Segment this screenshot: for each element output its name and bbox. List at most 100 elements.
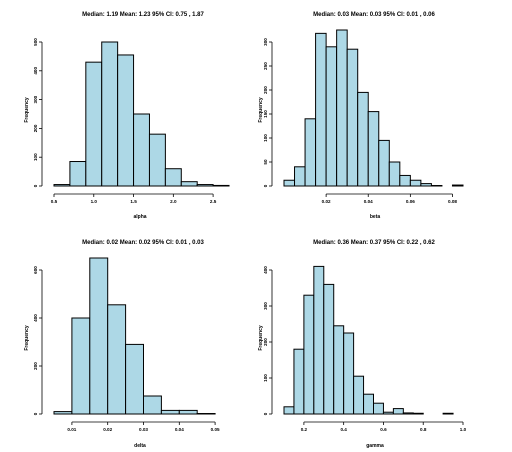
histogram-bar <box>85 61 103 187</box>
histogram-bar <box>388 161 401 187</box>
histogram-bar <box>303 294 315 415</box>
histogram-bar <box>148 133 166 187</box>
x-tick-label: 0.5 <box>51 199 58 204</box>
y-tick-label: 0 <box>263 184 268 187</box>
x-tick-label: 0.08 <box>448 199 457 204</box>
histogram-bar <box>343 332 355 415</box>
x-tick-label: 0.05 <box>211 427 220 432</box>
histogram-bar <box>143 395 162 415</box>
x-axis-label: delta <box>134 443 146 449</box>
histogram-bar <box>283 179 296 187</box>
histogram-bar <box>333 325 345 415</box>
histogram-bar <box>304 118 317 187</box>
y-tick-label: 100 <box>263 374 268 382</box>
y-tick-label: 100 <box>263 134 268 142</box>
histogram-bar <box>53 411 73 415</box>
histogram-bar <box>53 184 71 187</box>
histogram-bar <box>283 406 295 415</box>
x-tick-label: 0.02 <box>103 427 112 432</box>
chart-title: Median: 0.36 Mean: 0.37 95% CI: 0.22 , 0… <box>313 240 435 246</box>
y-tick-label: 400 <box>33 314 38 322</box>
histogram-bar <box>378 139 390 187</box>
histogram-bar <box>373 402 384 415</box>
histogram-bar <box>313 265 325 415</box>
delta-histogram: Median: 0.02 Mean: 0.02 95% CI: 0.01 , 0… <box>24 240 220 449</box>
x-tick-label: 0.8 <box>420 427 427 432</box>
y-tick-label: 400 <box>33 67 38 75</box>
y-tick-label: 50 <box>263 159 268 165</box>
x-tick-label: 0.6 <box>380 427 387 432</box>
histogram-bar <box>315 32 327 187</box>
histogram-bar <box>160 409 180 415</box>
y-axis-label: Frequency <box>258 325 264 351</box>
histogram-bar <box>409 179 422 187</box>
histogram-bar <box>180 181 198 187</box>
x-axis-label: beta <box>370 214 381 220</box>
x-axis-label: gamma <box>366 443 384 449</box>
histogram-bar <box>101 41 119 187</box>
y-tick-label: 0 <box>33 184 38 187</box>
x-tick-label: 0.04 <box>175 427 184 432</box>
y-tick-label: 200 <box>263 86 268 94</box>
alpha-histogram: Median: 1.19 Mean: 1.23 95% CI: 0.75 , 1… <box>24 12 230 220</box>
x-tick-label: 0.06 <box>406 199 415 204</box>
histogram-bar <box>71 317 91 415</box>
y-tick-label: 300 <box>263 302 268 310</box>
histogram-bar <box>451 184 464 187</box>
beta-histogram: Median: 0.03 Mean: 0.03 95% CI: 0.01 , 0… <box>258 12 464 220</box>
y-tick-label: 250 <box>263 62 268 70</box>
chart-title: Median: 1.19 Mean: 1.23 95% CI: 0.75 , 1… <box>82 12 204 18</box>
x-tick-label: 1.5 <box>130 199 137 204</box>
x-tick-label: 0.01 <box>67 427 76 432</box>
x-tick-label: 1.0 <box>91 199 98 204</box>
histogram-bar <box>69 161 87 187</box>
gamma-histogram: Median: 0.36 Mean: 0.37 95% CI: 0.22 , 0… <box>258 240 467 449</box>
histogram-bar <box>402 412 414 415</box>
histogram-bar <box>336 29 348 187</box>
histogram-bar <box>357 91 369 187</box>
histogram-bar <box>178 409 198 415</box>
histogram-bar <box>420 183 432 187</box>
x-tick-label: 1.0 <box>460 427 467 432</box>
y-tick-label: 100 <box>33 153 38 161</box>
x-tick-label: 0.04 <box>364 199 373 204</box>
histogram-bar <box>89 257 109 415</box>
y-tick-label: 400 <box>263 266 268 274</box>
histogram-bar <box>363 393 374 415</box>
chart-title: Median: 0.02 Mean: 0.02 95% CI: 0.01 , 0… <box>82 240 204 246</box>
histogram-bar <box>125 343 144 415</box>
y-tick-label: 600 <box>33 266 38 274</box>
y-tick-label: 200 <box>263 338 268 346</box>
histogram-bar <box>442 412 454 415</box>
y-tick-label: 500 <box>33 38 38 46</box>
y-tick-label: 200 <box>33 362 38 370</box>
histogram-bar <box>323 283 335 415</box>
histogram-bar <box>293 348 305 415</box>
histogram-bar <box>325 46 338 187</box>
histogram-bar <box>117 54 135 187</box>
y-tick-label: 300 <box>33 95 38 103</box>
y-axis-label: Frequency <box>258 97 264 123</box>
y-axis-label: Frequency <box>24 325 30 351</box>
chart-title: Median: 0.03 Mean: 0.03 95% CI: 0.01 , 0… <box>313 12 435 18</box>
histogram-bar <box>392 408 404 415</box>
x-tick-label: 0.4 <box>340 427 347 432</box>
x-tick-label: 0.03 <box>139 427 148 432</box>
histogram-bar <box>212 184 230 187</box>
histogram-bar <box>367 111 380 187</box>
x-tick-label: 0.2 <box>301 427 308 432</box>
x-axis-label: alpha <box>133 214 146 220</box>
histogram-bar <box>294 166 306 187</box>
y-tick-label: 0 <box>33 412 38 415</box>
x-tick-label: 0.02 <box>322 199 331 204</box>
y-tick-label: 200 <box>33 124 38 132</box>
histogram-bar <box>133 113 150 187</box>
x-tick-label: 2.0 <box>170 199 177 204</box>
y-axis-label: Frequency <box>24 97 30 123</box>
histogram-bar <box>412 412 424 415</box>
y-tick-label: 0 <box>263 412 268 415</box>
histogram-bar <box>382 411 394 415</box>
y-tick-label: 300 <box>263 38 268 46</box>
histogram-bar <box>164 168 182 187</box>
